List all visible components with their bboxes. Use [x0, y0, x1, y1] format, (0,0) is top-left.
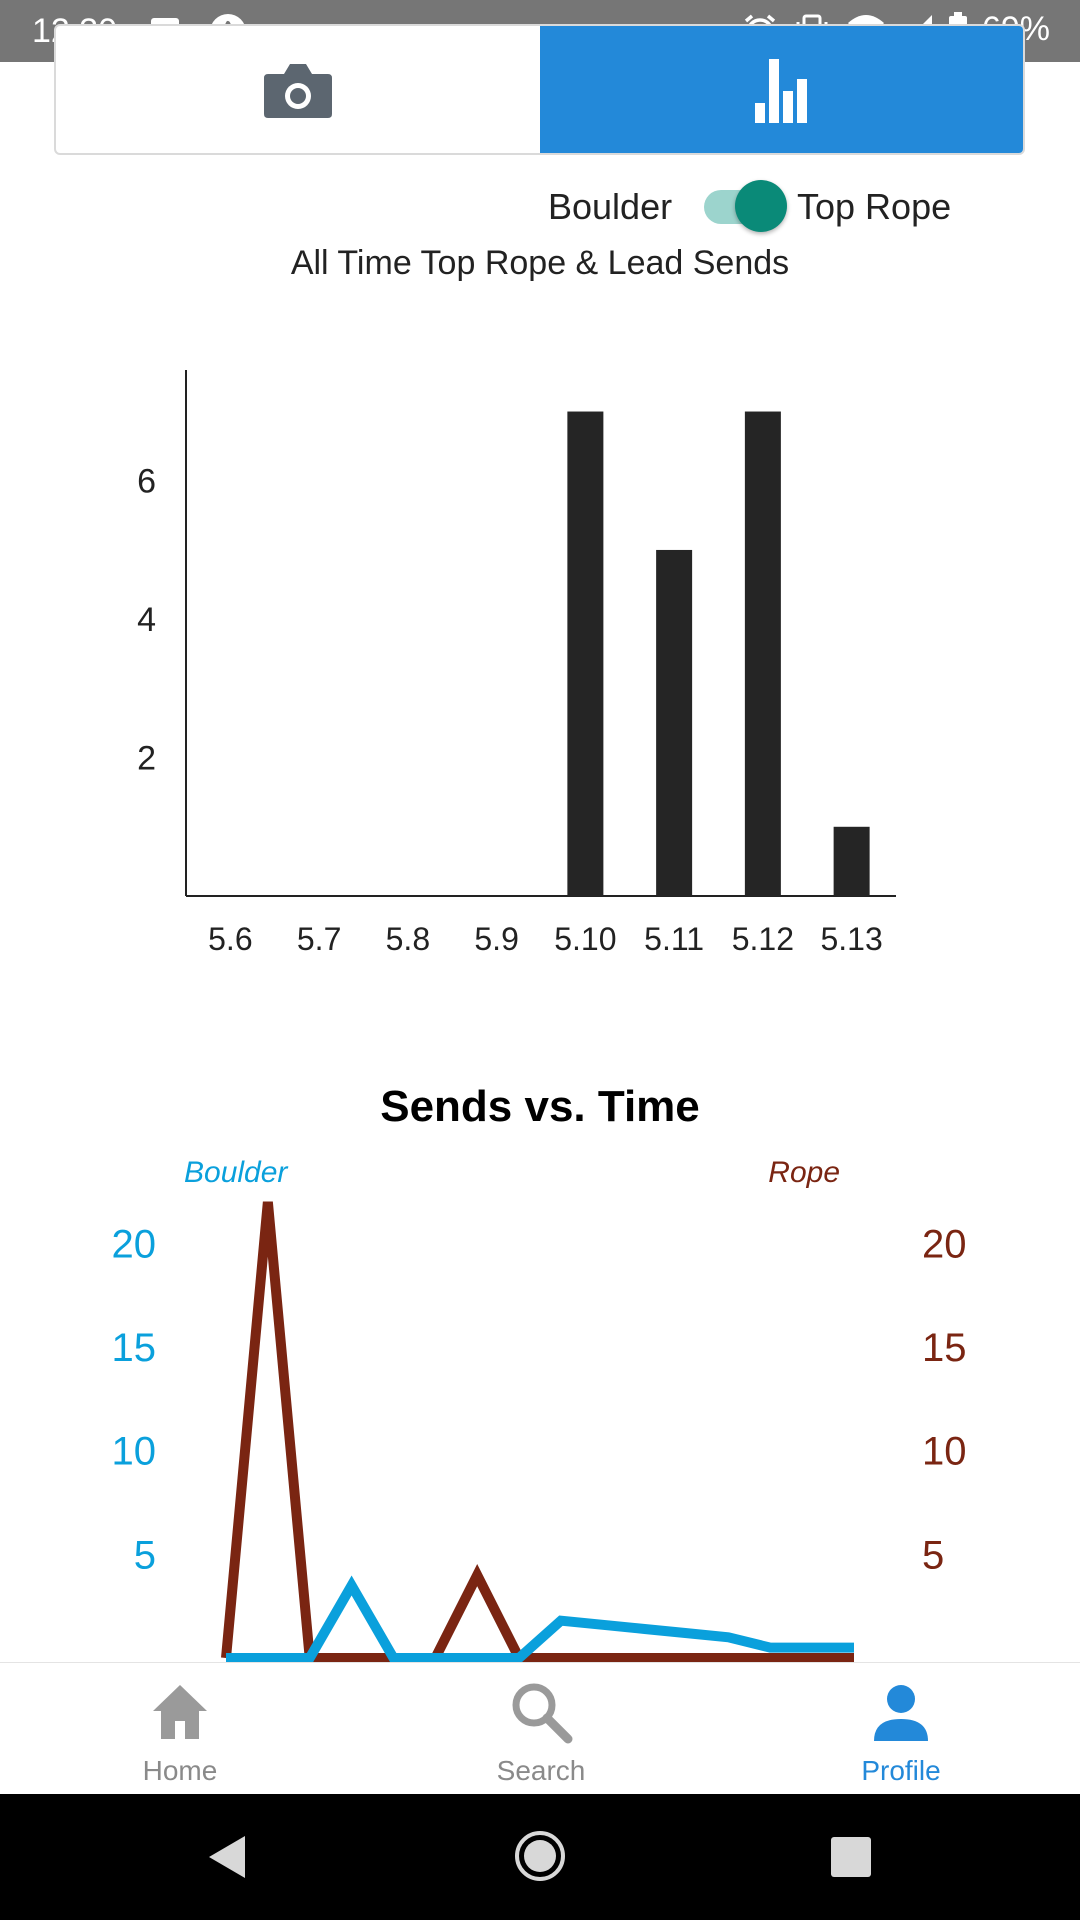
- recents-icon[interactable]: [830, 1836, 872, 1878]
- bar-chart-y-tick-label: 2: [137, 740, 156, 778]
- bar-5.13: [833, 826, 870, 896]
- bottom-navigation: Home Search Profile: [0, 1662, 1080, 1794]
- left-axis-tick-label: 5: [134, 1533, 156, 1577]
- grade-bar-chart: 2 4 6 5.6 5.7 5.8 5.9 5.10 5.11 5.12 5.13: [137, 370, 896, 957]
- left-axis-tick-label: 20: [112, 1222, 157, 1266]
- right-axis-tick-label: 10: [922, 1430, 967, 1474]
- bar-chart-x-tick-label: 5.7: [297, 921, 341, 957]
- home-circle-icon[interactable]: [514, 1830, 566, 1882]
- bar-chart-icon: [755, 58, 808, 123]
- boulder-toprope-toggle-row: Boulder Top Rope: [0, 178, 1080, 234]
- bar-chart-title: All Time Top Rope & Lead Sends: [290, 244, 790, 282]
- nav-label-home: Home: [142, 1755, 218, 1786]
- bar-chart-x-tick-label: 5.11: [644, 921, 704, 957]
- profile-icon: [874, 1685, 928, 1741]
- search-icon: [512, 1683, 573, 1744]
- bar-chart-x-tick-label: 5.12: [732, 921, 794, 957]
- back-icon[interactable]: [205, 1834, 249, 1880]
- right-axis-label: Rope: [768, 1156, 840, 1189]
- right-axis-tick-label: 5: [922, 1533, 944, 1577]
- right-axis-tick-label: 20: [922, 1222, 967, 1266]
- sends-vs-time-chart: Boulder Rope 5 10 15 20 5 10 15 20: [112, 1156, 967, 1662]
- nav-item-search[interactable]: Search: [441, 1663, 641, 1795]
- camera-icon: [263, 63, 332, 118]
- toggle-label-top-rope: Top Rope: [797, 186, 952, 227]
- left-axis-label: Boulder: [184, 1156, 288, 1189]
- bar-5.12: [744, 411, 781, 896]
- bar-chart-x-tick-label: 5.6: [208, 921, 252, 957]
- nav-label-search: Search: [496, 1755, 586, 1786]
- bar-chart-x-tick-label: 5.13: [820, 921, 882, 957]
- bar-chart-x-tick-label: 5.8: [386, 921, 430, 957]
- bar-chart-y-tick-label: 6: [137, 463, 156, 501]
- tab-camera[interactable]: [56, 26, 540, 153]
- bar-chart-y-tick-label: 4: [137, 601, 156, 639]
- left-axis-tick-label: 15: [112, 1326, 157, 1370]
- nav-item-profile[interactable]: Profile: [801, 1663, 1001, 1795]
- view-switcher: [54, 24, 1025, 155]
- right-axis-tick-label: 15: [922, 1326, 967, 1370]
- series-line-boulder: [226, 1575, 854, 1662]
- line-chart-title: Sends vs. Time: [380, 1082, 700, 1131]
- series-line-rope: [221, 1201, 854, 1662]
- bar-5.10: [567, 411, 604, 896]
- home-icon: [153, 1685, 207, 1739]
- left-axis-tick-label: 10: [112, 1430, 157, 1474]
- toggle-label-boulder: Boulder: [548, 186, 673, 227]
- android-navigation-bar: [0, 1794, 1080, 1920]
- nav-item-home[interactable]: Home: [80, 1663, 280, 1795]
- bar-chart-x-tick-label: 5.9: [474, 921, 518, 957]
- nav-label-profile: Profile: [861, 1755, 941, 1786]
- bar-chart-x-tick-label: 5.10: [554, 921, 616, 957]
- tab-stats[interactable]: [539, 26, 1023, 153]
- discipline-switch-thumb[interactable]: [735, 180, 787, 232]
- bar-5.11: [656, 549, 693, 896]
